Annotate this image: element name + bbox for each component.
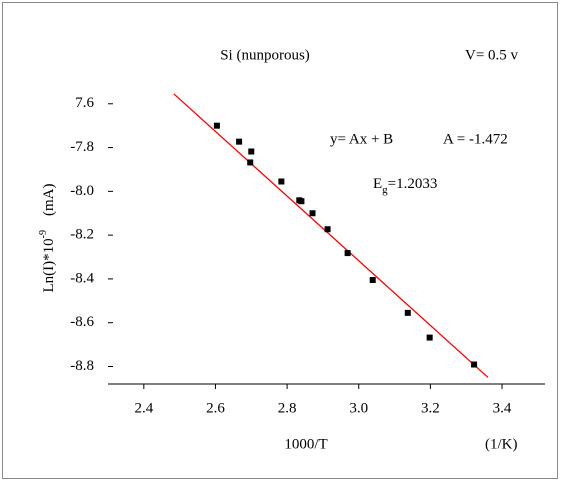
y-tick-label: 7.6 <box>75 95 94 111</box>
point <box>213 122 220 129</box>
x-tick-label: 2.8 <box>278 400 297 416</box>
point <box>236 138 243 145</box>
y-axis-label: Ln(I)*10-9 (mA) <box>38 184 57 293</box>
point <box>298 198 305 205</box>
point <box>404 309 411 316</box>
x-tick-label: 3.0 <box>349 400 368 416</box>
point <box>247 159 254 166</box>
y-tick-label: -8.0 <box>70 183 94 199</box>
y-tick-label: -7.8 <box>70 139 94 155</box>
chart-subtitle: V= 0.5 v <box>465 47 519 63</box>
y-tick-label: -8.8 <box>70 358 94 374</box>
x-tick-label: 2.6 <box>206 400 225 416</box>
y-label-text: Ln(I)*10 <box>41 238 57 292</box>
x-tick-label: 3.4 <box>493 400 512 416</box>
y-tick-label: -8.4 <box>70 270 94 286</box>
point <box>309 210 316 217</box>
annotation-sub: g <box>382 184 388 196</box>
x-axis-label: 1000/T <box>284 436 327 452</box>
point <box>471 361 478 368</box>
x-tick-label: 3.2 <box>421 400 440 416</box>
annotation: Eg=1.2033 <box>373 176 437 195</box>
point <box>344 250 351 257</box>
annotation: y= Ax + B <box>330 131 393 147</box>
y-label-sup: -9 <box>38 230 49 238</box>
y-tick-label: -8.2 <box>70 227 94 243</box>
annotation-text: =1.2033 <box>388 176 438 192</box>
y-tick-label: -8.6 <box>70 314 94 330</box>
y-label-unit: (mA) <box>41 184 57 217</box>
point <box>278 178 285 185</box>
point <box>324 226 331 233</box>
point <box>248 148 255 155</box>
annotation: A = -1.472 <box>443 131 508 147</box>
x-tick-label: 2.4 <box>134 400 153 416</box>
point <box>369 277 376 284</box>
frame <box>2 2 558 479</box>
annotation-symbol: E <box>373 176 382 192</box>
fit-line <box>173 93 489 378</box>
x-axis-unit: (1/K) <box>485 436 518 452</box>
point <box>426 334 433 341</box>
chart-title: Si (nunporous) <box>220 47 310 63</box>
